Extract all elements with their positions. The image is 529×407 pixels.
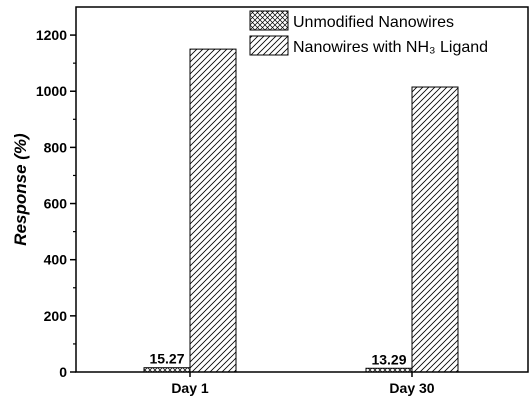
bar-unmodified-2 <box>365 367 413 373</box>
legend-label-nh3: Nanowires with NH₃ Ligand <box>293 39 488 56</box>
bars <box>143 48 459 373</box>
bar-nh3-1 <box>189 48 237 373</box>
x-tick-label: Day 1 <box>171 380 209 396</box>
y-axis-ticks: 0 200 400 600 800 1000 1200 <box>36 27 76 380</box>
legend-swatch-nh3 <box>249 35 289 56</box>
plot-area-frame <box>75 6 529 373</box>
bar-nh3-2 <box>411 86 459 373</box>
y-axis-title: Response (%) <box>11 133 30 246</box>
y-tick-label: 1200 <box>36 27 67 43</box>
y-tick-label: 200 <box>44 308 68 324</box>
legend-swatch-unmodified <box>249 10 289 31</box>
data-label: 13.29 <box>371 351 406 367</box>
y-tick-label: 800 <box>44 139 68 155</box>
data-label: 15.27 <box>149 351 184 367</box>
x-axis-ticks: Day 1 Day 30 <box>171 372 435 396</box>
legend-label-unmodified: Unmodified Nanowires <box>293 14 454 31</box>
y-tick-label: 400 <box>44 252 68 268</box>
y-tick-label: 1000 <box>36 83 67 99</box>
x-tick-label: Day 30 <box>389 380 434 396</box>
y-tick-label: 600 <box>44 196 68 212</box>
legend: Unmodified Nanowires Nanowires with NH₃ … <box>249 10 488 56</box>
data-labels: 15.27 13.29 <box>149 351 406 368</box>
y-tick-label: 0 <box>59 364 67 380</box>
bar-unmodified-1 <box>143 367 191 373</box>
